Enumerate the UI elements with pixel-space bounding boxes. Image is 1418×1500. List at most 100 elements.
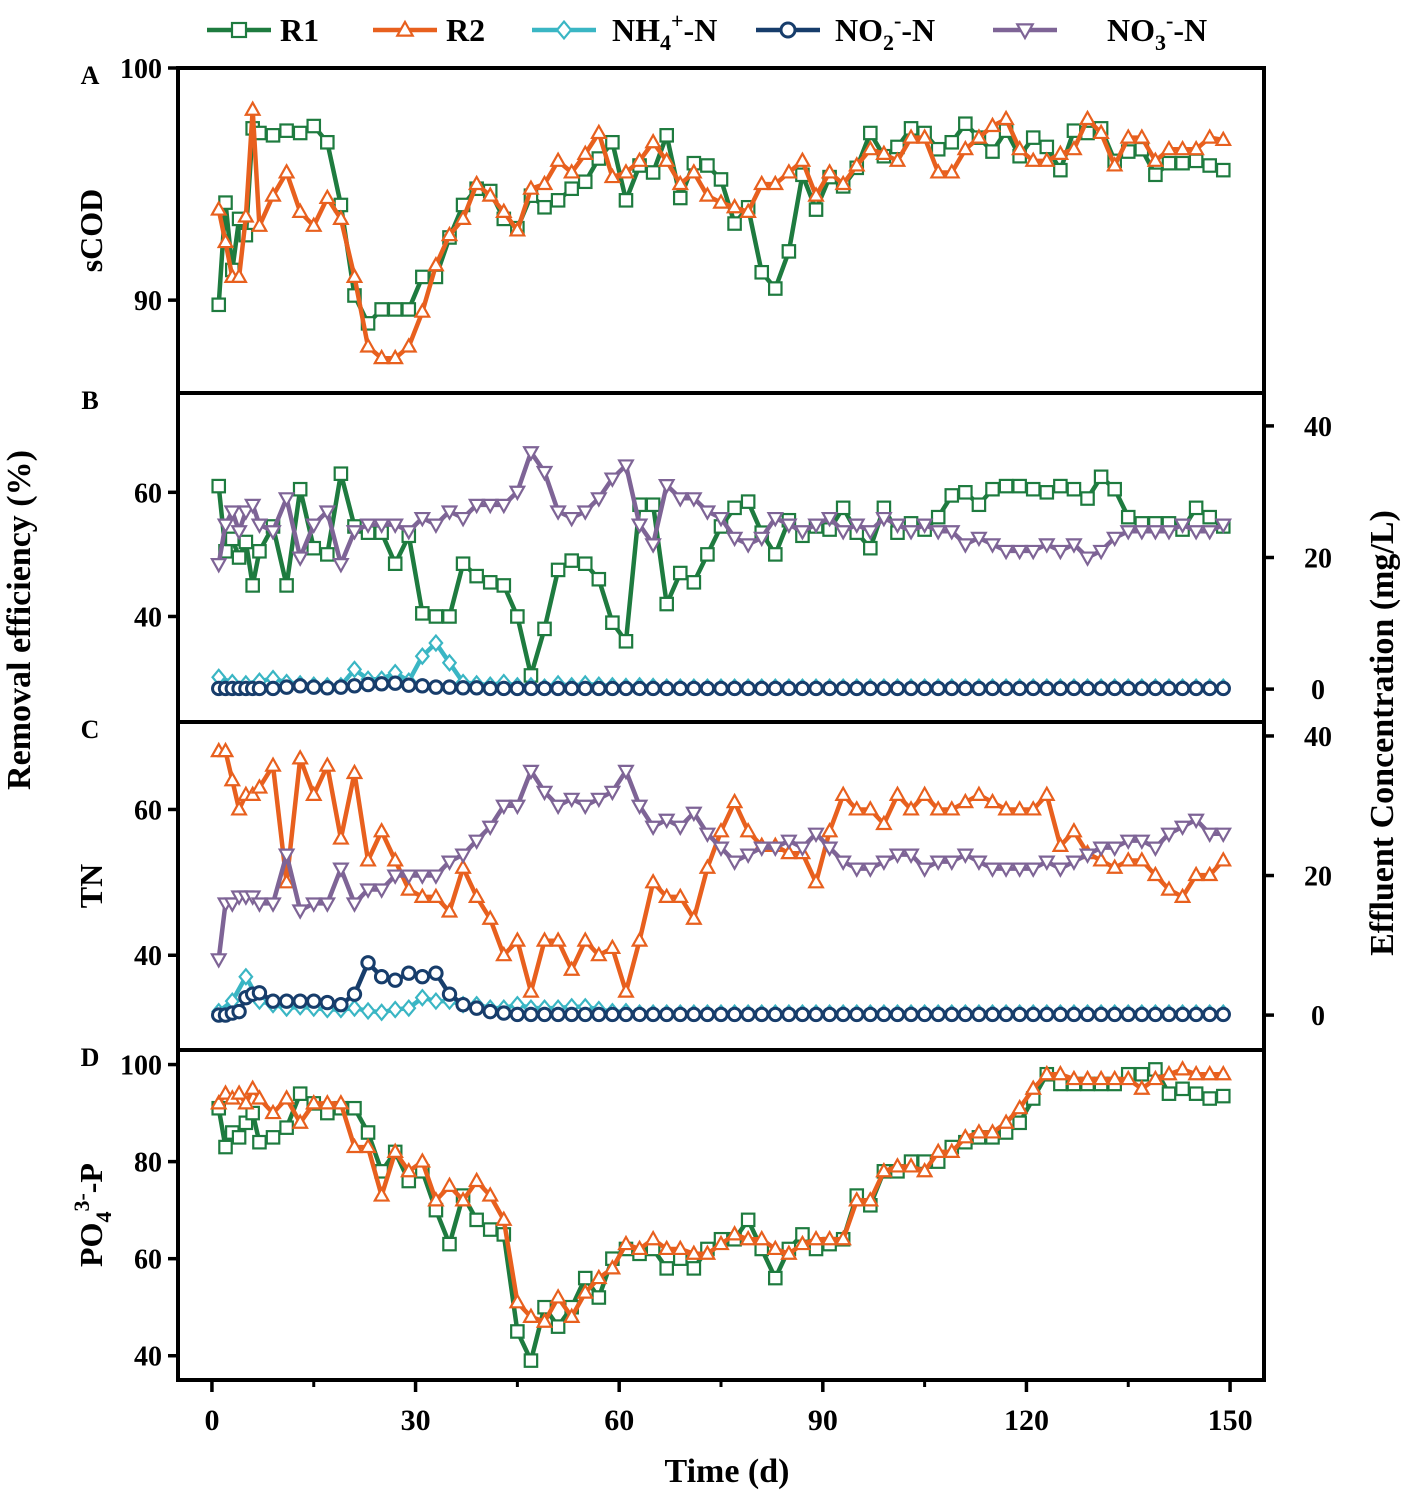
data-point [1105,841,1124,857]
data-point [1120,680,1136,697]
data-point [250,216,269,232]
data-point [808,1006,824,1023]
data-point [413,302,432,318]
data-point [318,897,337,913]
data-point [739,821,757,838]
data-point [231,550,247,565]
data-point [888,151,907,167]
data-point [522,179,540,195]
legend-label: R1 [280,12,319,48]
data-point [1105,858,1124,874]
data-point [414,988,430,1007]
data-point [1146,525,1165,541]
data-point [1052,1006,1069,1023]
data-point [1105,1069,1124,1086]
y-tick-label: 60 [134,795,162,826]
data-point [793,841,812,857]
data-point [318,756,337,772]
right-y-tick-label: 40 [1304,412,1332,443]
data-point [712,841,730,857]
data-point [1066,481,1082,497]
data-point [956,1127,975,1144]
data-point [467,834,486,851]
data-point [218,1139,233,1155]
data-point [659,1006,675,1023]
data-point [943,800,961,816]
data-point [958,116,973,132]
data-point [1202,509,1217,525]
data-point [359,337,377,353]
data-point [604,1006,621,1023]
data-point [563,1006,580,1023]
data-point [1175,1081,1190,1097]
data-point [630,1239,649,1256]
data-point [428,609,444,624]
data-point [1146,865,1165,882]
data-point [929,855,947,871]
data-point [428,633,444,653]
data-point [983,538,1002,554]
data-point [238,534,254,550]
data-point [563,680,580,697]
legend-marker [1015,23,1035,41]
data-point [686,575,702,590]
data-point [1187,865,1205,882]
data-point [564,553,579,568]
right-y-tick-label: 0 [1311,1001,1325,1032]
data-point [237,207,255,223]
data-point [346,998,363,1018]
left-axis-label: Removal efficiency (%) [1,450,38,790]
data-point [347,1100,362,1116]
data-point [1200,827,1219,844]
data-point [671,887,689,903]
data-point [564,181,579,197]
data-point [713,1006,729,1023]
y-tick-label: 40 [134,1342,162,1373]
data-point [264,186,282,202]
data-point [712,193,730,209]
data-point [508,931,527,947]
data-point [698,1244,717,1260]
data-point [306,118,322,134]
data-point [781,680,797,697]
data-point [279,123,294,138]
data-point [808,202,824,217]
data-point [603,1259,622,1275]
data-point [1024,544,1042,561]
right-y-tick-label: 0 [1311,675,1325,706]
data-point [216,741,235,758]
data-point [482,1003,498,1020]
legend-marker [230,21,248,39]
data-point [237,1094,255,1110]
data-point [1051,544,1070,561]
data-point [727,216,742,231]
data-point [562,163,581,179]
data-point [902,800,920,816]
data-point [915,1161,934,1178]
data-point [1052,680,1069,697]
data-point [577,1270,593,1286]
data-point [985,481,1000,497]
data-point [1174,1006,1191,1023]
data-point [835,1006,851,1023]
data-point [510,609,525,624]
data-point [861,1191,880,1207]
data-point [848,156,866,172]
data-point [428,991,444,1011]
data-point [780,163,798,179]
data-point [590,792,608,809]
data-point [413,511,432,528]
data-point [264,897,282,913]
series-group [210,100,1232,365]
data-point [1187,813,1205,830]
data-point [929,800,947,816]
y-tick-label: 90 [134,286,162,317]
data-point [835,500,851,516]
data-point [997,109,1015,126]
data-point [495,498,513,515]
data-point [1120,509,1136,525]
data-point [603,938,622,955]
data-point [216,232,235,249]
data-point [372,883,391,899]
data-point [698,858,717,874]
